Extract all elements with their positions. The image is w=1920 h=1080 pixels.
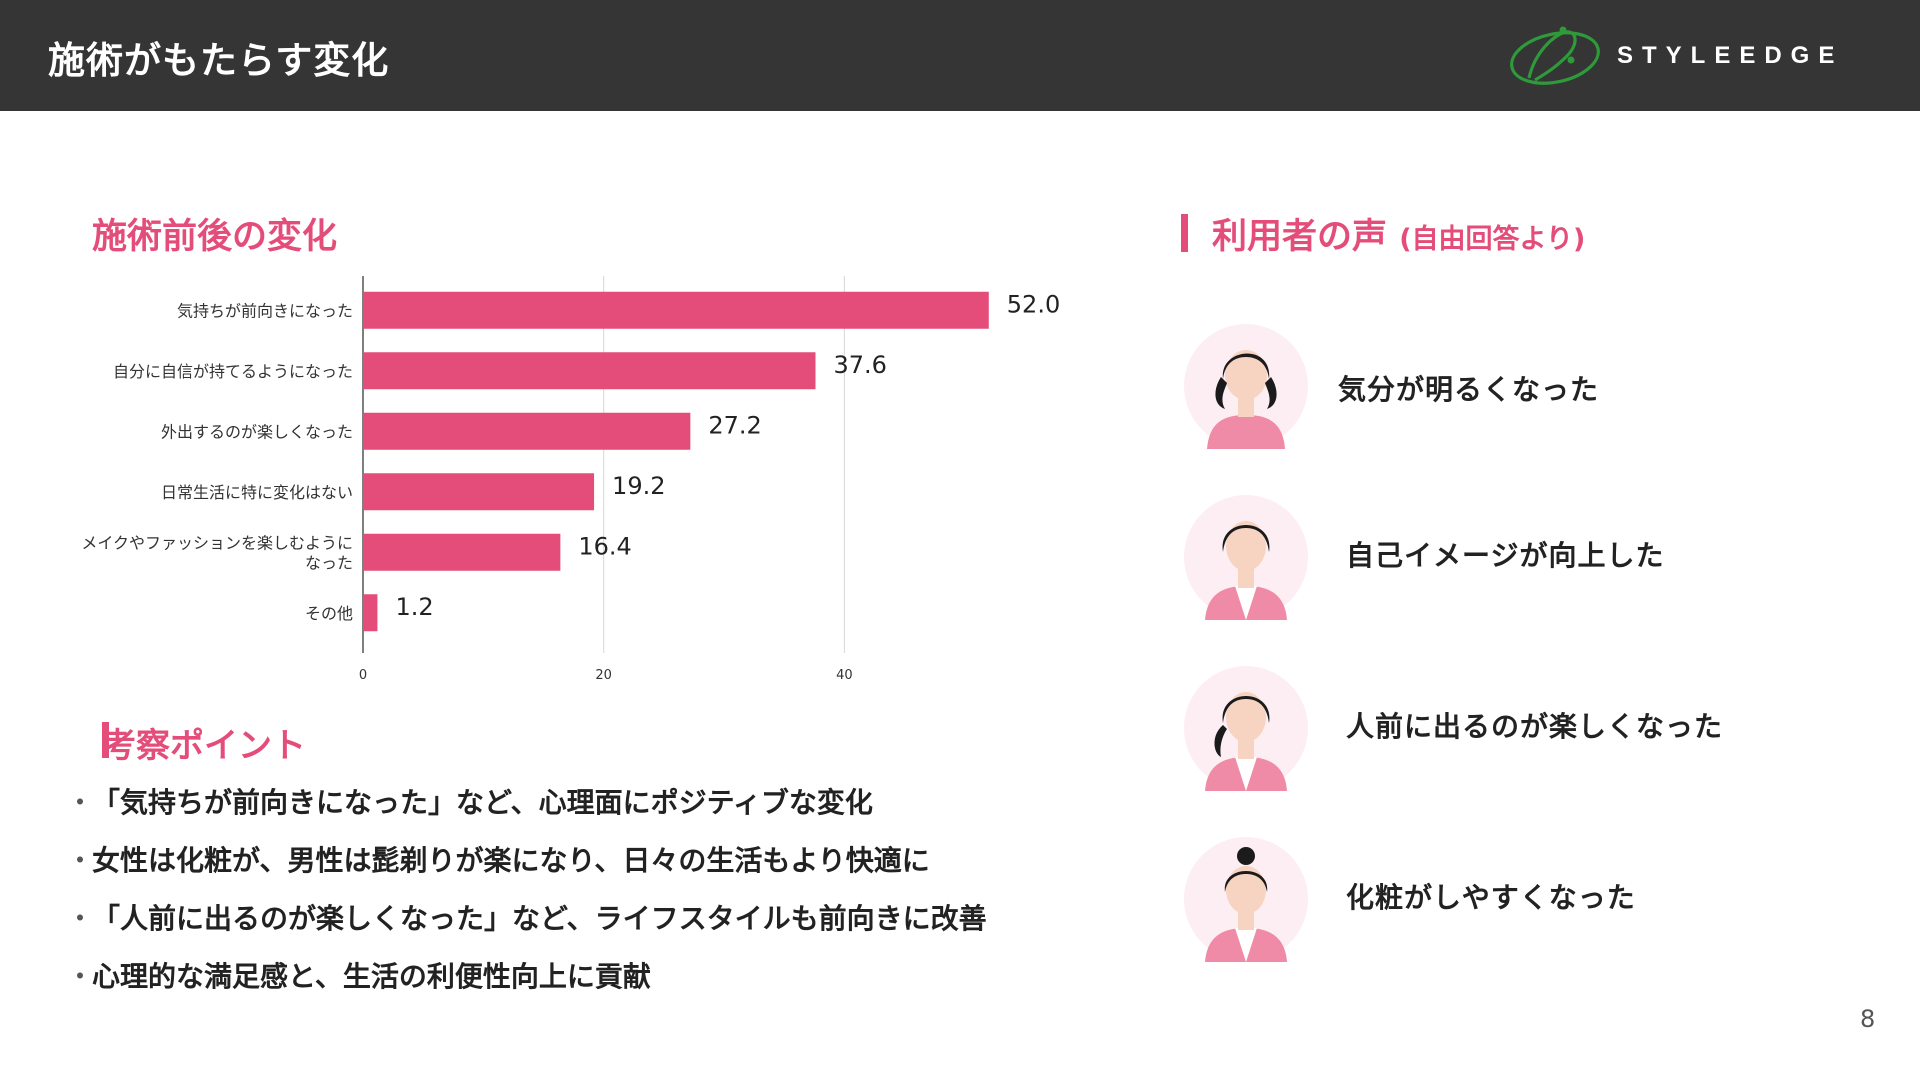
insight-text: 「気持ちが前向きになった」など、心理面にポジティブな変化 (92, 786, 873, 819)
insight-text: 心理的な満足感と、生活の利便性向上に貢献 (92, 960, 651, 993)
chart-bar (363, 352, 816, 390)
category-label: メイクやファッションを楽しむようになった (81, 533, 353, 572)
category-label-line: なった (305, 553, 353, 572)
x-tick-label: 0 (359, 668, 367, 683)
voice-text: 気分が明るくなった (1338, 373, 1600, 406)
category-label: 外出するのが楽しくなった (161, 422, 353, 441)
bar-value-label: 52.0 (1007, 290, 1060, 318)
bullet-dot: ・ (66, 786, 95, 819)
voice-section-title: 利用者の声 (自由回答より) (1212, 208, 1585, 259)
voice-text: 人前に出るのが楽しくなった (1346, 710, 1724, 743)
x-tick-label: 40 (836, 668, 853, 683)
voice-title-accent (1181, 214, 1188, 252)
chart-bar (363, 473, 595, 511)
voice-text: 化粧がしやすくなった (1346, 881, 1636, 914)
logo-text: STYLEEDGE (1617, 42, 1844, 69)
bar-value-label: 19.2 (612, 472, 665, 500)
voice-item: 人前に出るのが楽しくなった (1183, 665, 1863, 795)
voice-item: 自己イメージが向上した (1183, 494, 1863, 624)
bullet-dot: ・ (66, 960, 95, 993)
category-label-line: 気持ちが前向きになった (177, 301, 353, 320)
woman-bun-avatar-icon (1184, 837, 1308, 962)
bullet-dot: ・ (66, 844, 95, 877)
voice-subtitle: (自由回答より) (1399, 224, 1586, 255)
category-label-line: その他 (305, 604, 353, 623)
chart-bar (363, 291, 989, 329)
voice-text: 自己イメージが向上した (1346, 539, 1665, 572)
voice-item: 気分が明るくなった (1183, 323, 1863, 453)
chart-bar (363, 412, 691, 450)
insight-text: 「人前に出るのが楽しくなった」など、ライフスタイルも前向きに改善 (92, 902, 987, 935)
voice-title-text: 利用者の声 (1212, 217, 1388, 257)
chart-bar (363, 594, 378, 632)
page-title: 施術がもたらす変化 (48, 39, 390, 82)
insight-item: ・女性は化粧が、男性は髭剃りが楽になり、日々の生活もより快適に (66, 838, 987, 896)
category-label-line: 外出するのが楽しくなった (161, 422, 353, 441)
page-number: 8 (1860, 1005, 1876, 1033)
category-label: 気持ちが前向きになった (177, 301, 353, 320)
insight-section-title: 考察ポイント (102, 726, 306, 766)
insight-title-accent (102, 722, 109, 758)
insight-list: ・「気持ちが前向きになった」など、心理面にポジティブな変化 ・女性は化粧が、男性は… (66, 780, 987, 1012)
category-label-line: 日常生活に特に変化はない (161, 483, 353, 502)
woman-twin-tails-avatar-icon (1184, 324, 1308, 449)
bar-value-label: 27.2 (708, 411, 761, 439)
bar-value-label: 37.6 (833, 351, 886, 379)
insight-item: ・「人前に出るのが楽しくなった」など、ライフスタイルも前向きに改善 (66, 896, 987, 954)
category-label: 自分に自信が持てるようになった (113, 362, 353, 381)
woman-side-ponytail-avatar-icon (1184, 666, 1308, 791)
woman-short-hair-avatar-icon (1184, 495, 1308, 620)
styleedge-logo-icon (1510, 26, 1600, 85)
bar-value-label: 1.2 (395, 593, 433, 621)
insight-text: 女性は化粧が、男性は髭剃りが楽になり、日々の生活もより快適に (92, 844, 930, 877)
category-label-line: メイクやファッションを楽しむように (81, 533, 353, 552)
header-bar: 施術がもたらす変化 STYLEEDGE (0, 0, 1920, 111)
chart-section-title: 施術前後の変化 (92, 217, 338, 257)
insight-item: ・「気持ちが前向きになった」など、心理面にポジティブな変化 (66, 780, 987, 838)
category-label: その他 (305, 604, 353, 623)
bullet-dot: ・ (66, 902, 95, 935)
x-tick-label: 20 (595, 668, 612, 683)
insight-item: ・心理的な満足感と、生活の利便性向上に貢献 (66, 954, 987, 1012)
chart-bar (363, 533, 561, 571)
bar-value-label: 16.4 (578, 532, 631, 560)
category-label-line: 自分に自信が持てるようになった (113, 362, 353, 381)
voice-item: 化粧がしやすくなった (1183, 836, 1863, 966)
category-label: 日常生活に特に変化はない (161, 483, 353, 502)
